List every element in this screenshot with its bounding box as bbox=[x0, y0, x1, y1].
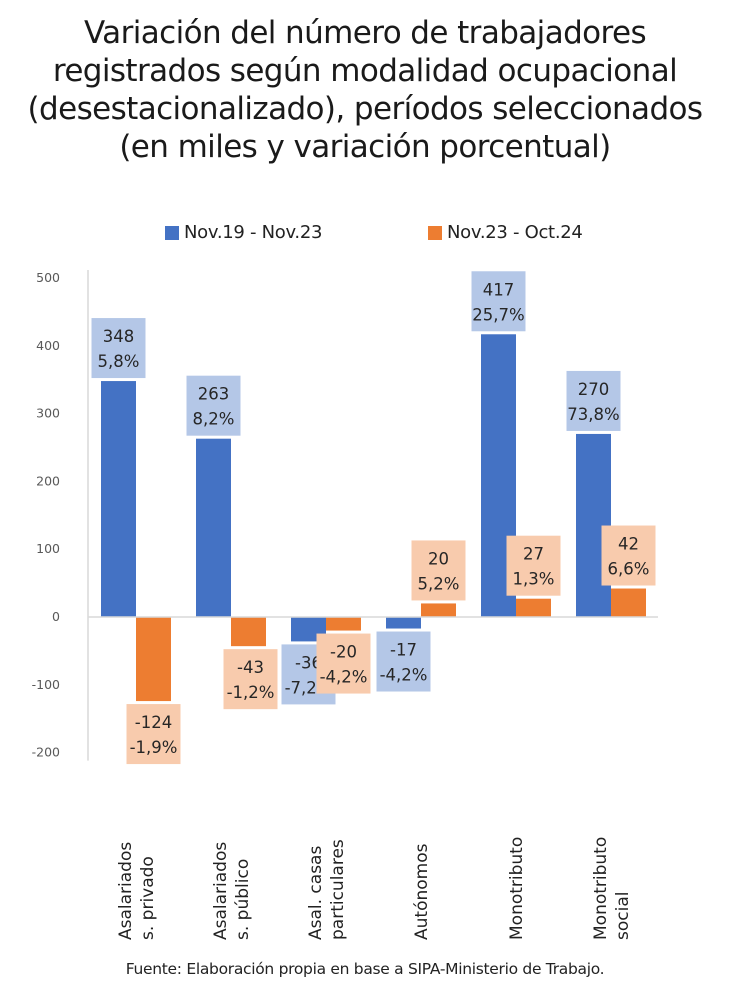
title-line: (desestacionalizado), períodos seleccion… bbox=[27, 91, 704, 127]
data-label-box bbox=[566, 370, 621, 431]
bar-series2 bbox=[231, 617, 266, 647]
title-line: Variación del número de trabajadores bbox=[83, 15, 647, 51]
data-label-value: -36 bbox=[295, 653, 322, 672]
data-label-box bbox=[223, 649, 278, 710]
data-label-box bbox=[91, 318, 146, 379]
bar-series2 bbox=[326, 617, 361, 631]
data-label-value: -17 bbox=[390, 641, 417, 660]
chart-title: Variación del número de trabajadores reg… bbox=[0, 14, 730, 166]
y-tick-label: 500 bbox=[36, 270, 60, 285]
data-label-box bbox=[411, 540, 466, 601]
data-label-percent: -1,2% bbox=[227, 683, 275, 702]
bar-series2 bbox=[516, 598, 551, 617]
x-category-label: Asalariados bbox=[116, 842, 136, 940]
legend-item-series1: Nov.19 - Nov.23 bbox=[165, 222, 322, 243]
x-category-label: Asal. casas bbox=[306, 846, 326, 940]
y-tick-label: 100 bbox=[36, 541, 60, 556]
data-label-percent: 5,2% bbox=[418, 574, 460, 593]
data-label-box bbox=[376, 631, 431, 692]
x-category-label: s. público bbox=[233, 859, 253, 940]
bar-series1 bbox=[196, 438, 231, 617]
data-label-value: 417 bbox=[483, 280, 515, 299]
x-category-label: Asalariados bbox=[211, 842, 231, 940]
bar-series1 bbox=[386, 617, 421, 629]
data-label-value: 20 bbox=[428, 549, 449, 568]
legend-label: Nov.23 - Oct.24 bbox=[447, 222, 583, 243]
bar-series1 bbox=[101, 381, 136, 617]
data-label-percent: 73,8% bbox=[567, 405, 619, 424]
data-label-value: 27 bbox=[523, 545, 544, 564]
y-tick-label: 200 bbox=[36, 473, 60, 488]
legend-swatch-orange bbox=[428, 225, 442, 240]
x-category-label: social bbox=[613, 892, 633, 940]
title-line: registrados según modalidad ocupacional bbox=[52, 53, 678, 89]
y-tick-label: -200 bbox=[32, 745, 60, 760]
x-category-label: Monotributo bbox=[591, 837, 611, 940]
x-category-label: particulares bbox=[328, 839, 348, 940]
bar-series2 bbox=[611, 588, 646, 617]
y-tick-label: 0 bbox=[52, 609, 60, 624]
data-label-box bbox=[186, 375, 241, 436]
data-label-percent: 6,6% bbox=[608, 560, 650, 579]
data-label-value: -20 bbox=[330, 643, 357, 662]
data-label-value: 348 bbox=[103, 327, 135, 346]
y-tick-label: -100 bbox=[32, 677, 60, 692]
y-tick-label: 300 bbox=[36, 406, 60, 421]
data-label-box bbox=[506, 535, 561, 596]
data-label-percent: -4,2% bbox=[320, 668, 368, 687]
data-label-box bbox=[601, 525, 656, 586]
y-tick-label: 400 bbox=[36, 338, 60, 353]
data-label-percent: 25,7% bbox=[472, 305, 524, 324]
legend-label: Nov.19 - Nov.23 bbox=[184, 222, 323, 243]
x-category-label: Monotributo bbox=[507, 837, 527, 940]
data-label-value: 42 bbox=[618, 535, 639, 554]
data-label-value: 263 bbox=[198, 385, 230, 404]
legend: Nov.19 - Nov.23 Nov.23 - Oct.24 bbox=[0, 222, 730, 246]
data-label-box bbox=[316, 633, 371, 694]
legend-item-series2: Nov.23 - Oct.24 bbox=[428, 222, 583, 243]
data-label-percent: 5,8% bbox=[98, 352, 140, 371]
data-label-percent: -4,2% bbox=[380, 666, 428, 685]
bar-series2 bbox=[421, 603, 456, 617]
bar-series1 bbox=[576, 433, 611, 617]
data-label-value: -43 bbox=[237, 658, 264, 677]
data-label-percent: -1,9% bbox=[130, 738, 178, 757]
x-category-label: Autónomos bbox=[412, 843, 432, 940]
data-label-value: 270 bbox=[578, 380, 610, 399]
source-note: Fuente: Elaboración propia en base a SIP… bbox=[125, 960, 605, 978]
data-label-box bbox=[126, 704, 181, 765]
title-line: (en miles y variación porcentual) bbox=[119, 129, 611, 165]
data-label-box bbox=[471, 271, 526, 332]
legend-swatch-blue bbox=[165, 225, 179, 240]
data-label-percent: 1,3% bbox=[513, 570, 555, 589]
data-label-value: -124 bbox=[135, 713, 172, 732]
data-label-percent: 8,2% bbox=[193, 410, 235, 429]
x-category-label: s. privado bbox=[138, 856, 158, 940]
bar-series2 bbox=[136, 617, 171, 702]
